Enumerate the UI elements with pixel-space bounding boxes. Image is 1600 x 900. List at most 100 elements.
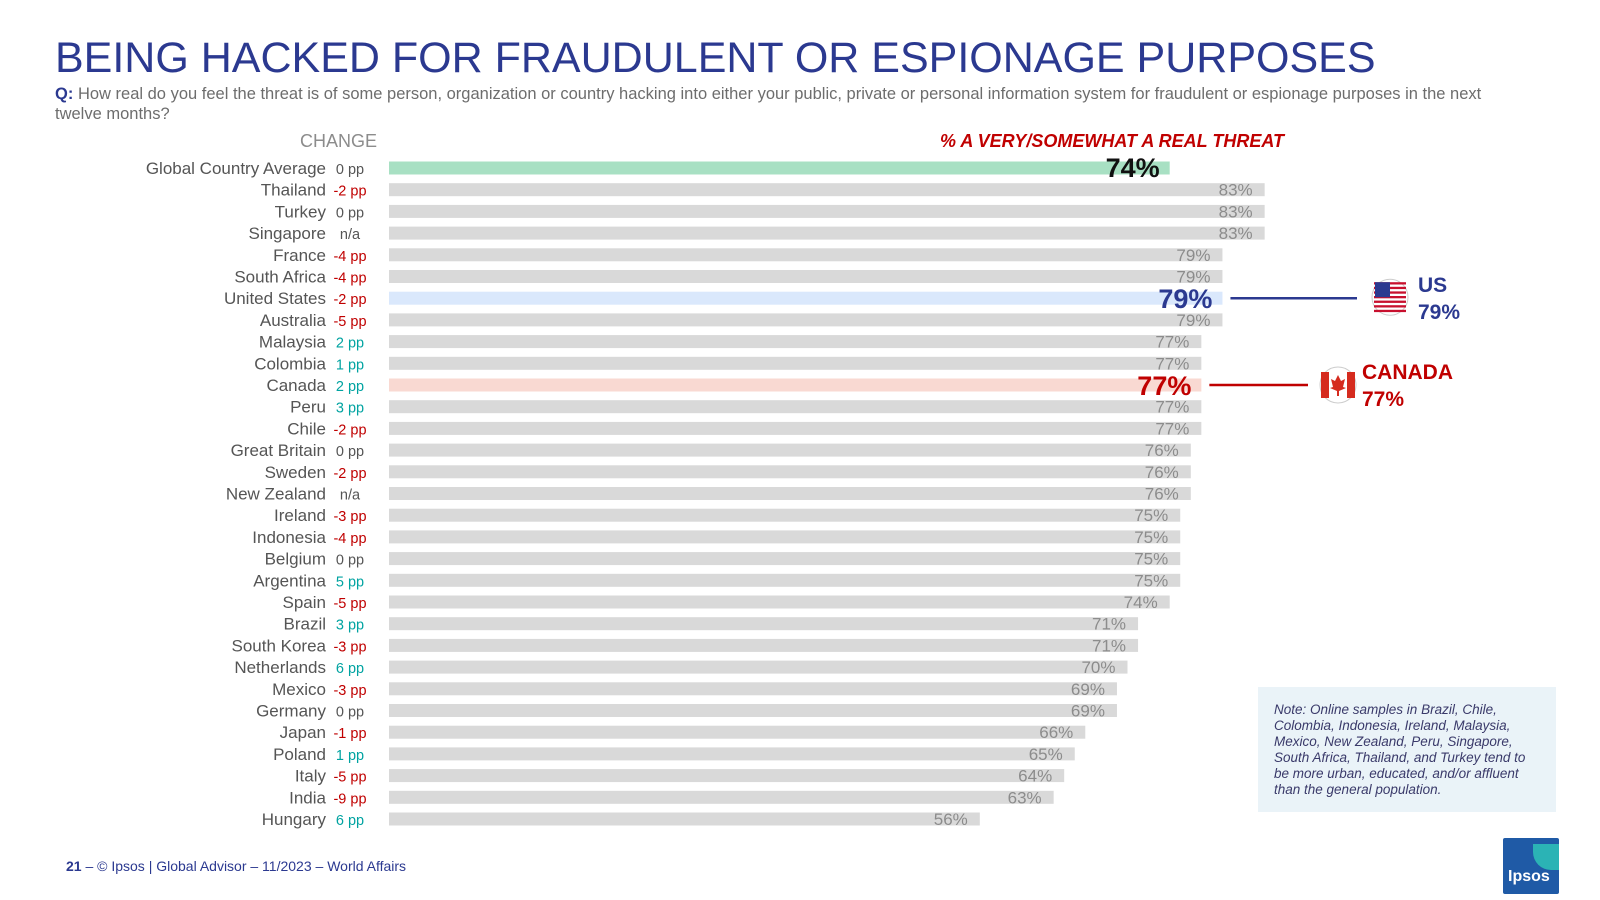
bar: [389, 291, 1223, 305]
value-label: 83%: [1219, 181, 1253, 200]
maple-leaf-icon: [1330, 375, 1346, 396]
category-label: Hungary: [262, 810, 327, 829]
change-value: n/a: [340, 488, 361, 504]
bar: [389, 660, 1128, 674]
footer-text: – © Ipsos | Global Advisor – 11/2023 – W…: [85, 858, 407, 874]
change-value: 0 pp: [336, 553, 364, 569]
change-value: -4 pp: [333, 249, 366, 265]
change-value: -5 pp: [333, 596, 366, 612]
page-number: 21: [66, 858, 82, 874]
category-label: Colombia: [254, 354, 326, 373]
us-flag-stripe: [1374, 305, 1406, 308]
category-label: United States: [224, 289, 326, 308]
canada-callout-value: 77%: [1362, 388, 1404, 411]
note-box: Note: Online samples in Brazil, Chile, C…: [1258, 687, 1556, 812]
value-label: 75%: [1134, 528, 1168, 547]
bar: [389, 443, 1191, 457]
page-title: BEING HACKED FOR FRAUDULENT OR ESPIONAGE…: [55, 34, 1376, 82]
bar: [389, 812, 980, 826]
change-value: -2 pp: [333, 422, 366, 438]
category-label: Netherlands: [234, 658, 326, 677]
canada-flag-band: [1347, 372, 1355, 398]
value-label: 74%: [1124, 593, 1158, 612]
value-label: 79%: [1176, 311, 1210, 330]
value-label: 66%: [1039, 723, 1073, 742]
value-label: 76%: [1145, 441, 1179, 460]
category-label: Malaysia: [259, 333, 327, 352]
us-flag-canton: [1375, 282, 1390, 298]
bar: [389, 617, 1139, 631]
value-label: 71%: [1092, 615, 1126, 634]
value-label: 79%: [1176, 268, 1210, 287]
us-callout-name: US: [1418, 274, 1447, 297]
value-label: 69%: [1071, 702, 1105, 721]
category-label: Brazil: [283, 615, 326, 634]
change-value: 0 pp: [336, 205, 364, 221]
bar: [389, 573, 1181, 587]
value-label: 74%: [1106, 153, 1160, 183]
change-value: 0 pp: [336, 444, 364, 460]
change-value: -1 pp: [333, 726, 366, 742]
value-label: 71%: [1092, 636, 1126, 655]
bar: [389, 400, 1202, 414]
bar: [389, 725, 1086, 739]
change-value: -4 pp: [333, 271, 366, 287]
value-label: 79%: [1158, 284, 1212, 314]
value-label: 64%: [1018, 767, 1052, 786]
category-label: Global Country Average: [146, 159, 326, 178]
category-label: Turkey: [275, 202, 327, 221]
value-label: 75%: [1134, 550, 1168, 569]
value-label: 77%: [1137, 371, 1191, 401]
bar: [389, 356, 1202, 370]
us-flag-stripe: [1374, 309, 1406, 313]
category-label: Argentina: [253, 571, 326, 590]
category-label: Spain: [283, 593, 326, 612]
change-value: 1 pp: [336, 357, 364, 373]
bar: [389, 704, 1117, 717]
bar: [389, 183, 1265, 197]
change-value: 2 pp: [336, 336, 364, 352]
value-label: 76%: [1145, 485, 1179, 504]
us-callout-value: 79%: [1418, 301, 1460, 324]
category-label: Belgium: [265, 550, 326, 569]
bar: [389, 226, 1265, 240]
change-value: 2 pp: [336, 379, 364, 395]
category-label: Poland: [273, 745, 326, 764]
bar: [389, 248, 1223, 262]
category-label: Singapore: [248, 224, 326, 243]
change-value: -9 pp: [333, 791, 366, 807]
bar: [389, 552, 1181, 566]
value-label: 75%: [1134, 506, 1168, 525]
bar: [389, 313, 1223, 327]
change-value: -3 pp: [333, 683, 366, 699]
series-header: % A VERY/SOMEWHAT A REAL THREAT: [940, 131, 1285, 151]
logo-text: Ipsos: [1508, 868, 1550, 885]
bar: [389, 638, 1139, 652]
bar: [389, 378, 1202, 392]
category-label: Italy: [295, 767, 327, 786]
change-value: 6 pp: [336, 661, 364, 677]
change-value: 3 pp: [336, 618, 364, 634]
category-label: Sweden: [265, 463, 326, 482]
change-value: -3 pp: [333, 509, 366, 525]
us-flag-stripe: [1374, 300, 1406, 303]
bar: [389, 682, 1117, 696]
change-value: -5 pp: [333, 770, 366, 786]
category-label: Germany: [256, 702, 326, 721]
bar: [389, 790, 1054, 804]
bar: [389, 421, 1202, 435]
bar: [389, 747, 1075, 761]
value-label: 63%: [1008, 788, 1042, 807]
change-value: -4 pp: [333, 531, 366, 547]
change-value: 0 pp: [336, 705, 364, 721]
bar: [389, 204, 1265, 218]
category-label: South Korea: [231, 636, 326, 655]
category-label: Peru: [290, 398, 326, 417]
footer: 21 – © Ipsos | Global Advisor – 11/2023 …: [66, 858, 406, 874]
category-label: Thailand: [261, 181, 326, 200]
change-value: n/a: [340, 227, 361, 243]
change-value: 1 pp: [336, 748, 364, 764]
canada-flag-band: [1321, 372, 1329, 398]
category-label: India: [289, 788, 326, 807]
bar: [389, 508, 1181, 522]
